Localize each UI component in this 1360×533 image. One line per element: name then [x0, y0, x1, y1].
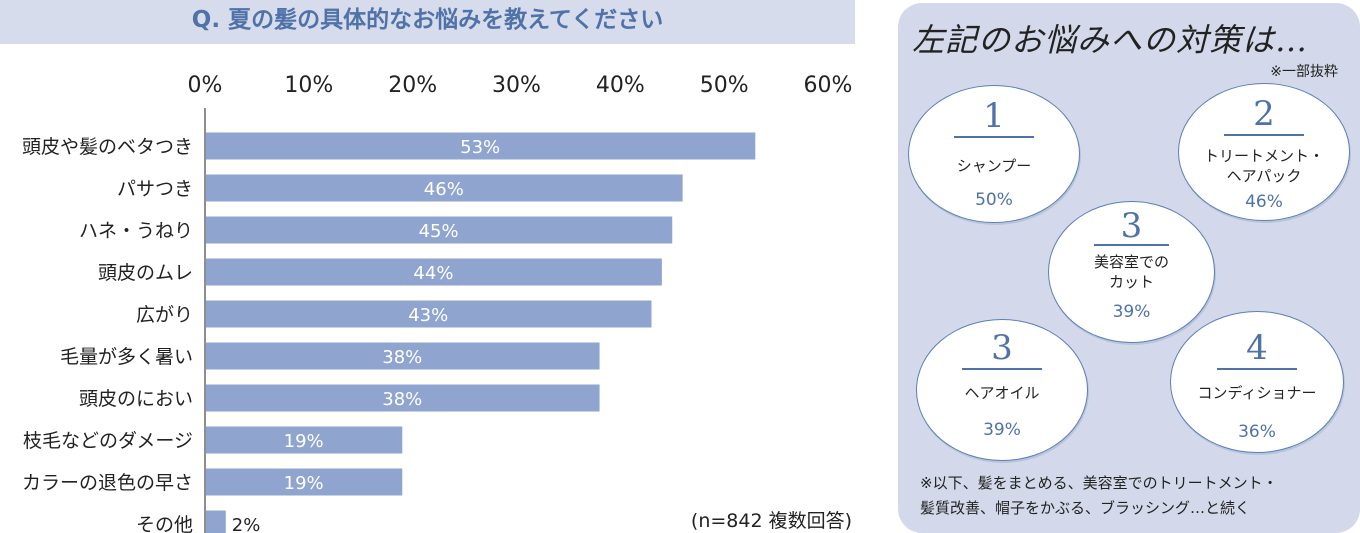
- bar: [206, 468, 403, 496]
- item-name-line-2: ヘアパック: [1226, 167, 1302, 185]
- data-label: 43%: [408, 305, 448, 326]
- item-name-line-1: トリートメント・: [1203, 147, 1324, 165]
- item-name: 美容室での カット: [1049, 252, 1214, 292]
- bar: [206, 510, 226, 533]
- rank-underline: [962, 368, 1042, 370]
- data-label: 53%: [460, 137, 500, 158]
- category-label: 広がり: [136, 304, 193, 326]
- footnote-line-2: 髪質改善、帽子をかぶる、ブラッシング…と続く: [920, 499, 1251, 517]
- item-name-line-1: 美容室での: [1093, 253, 1169, 271]
- bar: [206, 216, 673, 244]
- rank-underline: [954, 136, 1034, 138]
- ranking-oval-1: 1 シャンプー 50%: [908, 85, 1080, 223]
- bar: [206, 300, 652, 328]
- bar: [206, 426, 403, 454]
- data-label: 38%: [382, 347, 422, 368]
- item-name: ヘアオイル: [964, 384, 1040, 402]
- x-tick-label: 0%: [188, 73, 223, 98]
- rank-underline: [1094, 244, 1169, 246]
- item-name: コンディショナー: [1197, 384, 1317, 402]
- ranking-oval-3b: 3 ヘアオイル 39%: [916, 319, 1088, 461]
- category-label: パサつき: [117, 178, 193, 200]
- panel-footnote: ※以下、髪をまとめる、美容室でのトリートメント・ 髪質改善、帽子をかぶる、ブラッ…: [920, 471, 1278, 521]
- category-label: ハネ・うねり: [79, 220, 193, 242]
- data-label: 19%: [284, 431, 324, 452]
- item-percent: 39%: [983, 420, 1021, 440]
- ranking-oval-2: 2 トリートメント・ ヘアパック 46%: [1178, 83, 1350, 221]
- x-tick-label: 50%: [700, 73, 749, 98]
- rank-number: 2: [1253, 94, 1275, 134]
- data-label: 19%: [284, 473, 324, 494]
- data-label: 45%: [419, 221, 459, 242]
- rank-underline: [1224, 134, 1304, 136]
- sample-note: (n=842 複数回答): [691, 510, 852, 532]
- data-label: 2%: [232, 515, 261, 533]
- bar: [206, 258, 662, 286]
- item-name: シャンプー: [956, 157, 1032, 175]
- item-percent: 50%: [975, 190, 1013, 210]
- item-name-line-2: カット: [1108, 273, 1154, 291]
- bar: [206, 342, 600, 370]
- panel-title: 左記のお悩みへの対策は…: [912, 21, 1309, 59]
- x-tick-label: 20%: [388, 73, 437, 98]
- item-percent: 39%: [1112, 302, 1151, 322]
- x-tick-label: 60%: [804, 73, 853, 98]
- rank-number: 4: [1246, 328, 1268, 368]
- data-label: 38%: [382, 389, 422, 410]
- category-label: 毛量が多く暑い: [60, 346, 193, 368]
- ranking-oval-4: 4 コンディショナー 36%: [1170, 311, 1344, 453]
- ranking-oval-3a: 3 美容室でのカット 39%: [1048, 201, 1215, 343]
- rank-number: 3: [991, 328, 1013, 368]
- category-label: 頭皮のムレ: [98, 262, 193, 284]
- category-label: 枝毛などのダメージ: [23, 430, 193, 452]
- x-tick-label: 10%: [284, 73, 333, 98]
- rank-number: 1: [983, 96, 1005, 136]
- item-percent: 36%: [1238, 422, 1276, 442]
- bar: [206, 384, 600, 412]
- data-label: 46%: [424, 179, 464, 200]
- item-percent: 46%: [1245, 192, 1283, 212]
- panel-note: ※一部抜粋: [1270, 64, 1338, 80]
- bar: [206, 174, 683, 202]
- x-tick-label: 30%: [492, 73, 541, 98]
- category-label: 頭皮や髪のベタつき: [22, 136, 193, 158]
- item-name: トリートメント・ ヘアパック: [1179, 146, 1349, 186]
- bar: [206, 132, 756, 160]
- category-label: その他: [136, 514, 193, 533]
- rank-number: 3: [1120, 206, 1143, 246]
- category-label: 頭皮のにおい: [79, 388, 193, 410]
- question-title: Q. 夏の髪の具体的なお悩みを教えてください: [0, 0, 855, 44]
- countermeasure-panel: 左記のお悩みへの対策は… ※一部抜粋 1 シャンプー 50% 2 トリートメント…: [898, 3, 1360, 533]
- data-label: 44%: [413, 263, 453, 284]
- x-tick-label: 40%: [596, 73, 645, 98]
- bar-chart: 0% 10% 20% 30% 40% 50% 60% 頭皮や髪のベタつき 53% パサつき 46% ハ…: [22, 73, 853, 533]
- footnote-line-1: ※以下、髪をまとめる、美容室でのトリートメント・: [920, 474, 1278, 492]
- rank-underline: [1217, 368, 1297, 370]
- category-label: カラーの退色の早さ: [22, 472, 193, 494]
